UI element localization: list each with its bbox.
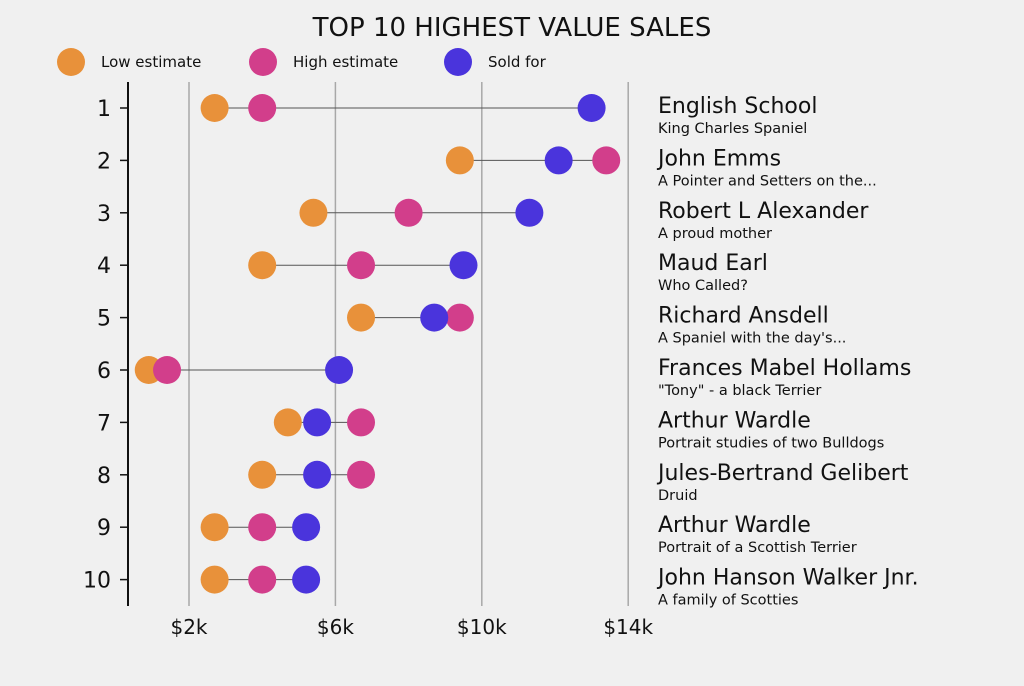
high-dot [445, 303, 474, 332]
sold-dot [449, 251, 478, 280]
artist-label: Maud Earl [658, 251, 768, 276]
high-dot [248, 94, 277, 122]
x-axis-ticks: $2k $6k $10k $14k [170, 615, 653, 639]
sold-dot [420, 303, 449, 332]
high-dot [394, 198, 423, 227]
artist-label: John Hanson Walker Jnr. [656, 566, 919, 591]
row-5: 5 Richard Ansdell A Spaniel with the day's… [97, 303, 846, 347]
chart-title: TOP 10 HIGHEST VALUE SALES [312, 13, 712, 43]
sold-dot [544, 146, 573, 175]
gridlines [188, 82, 629, 606]
row-7: 7 Arthur Wardle Portrait studies of two Bu… [97, 408, 884, 451]
high-dot [248, 565, 277, 594]
y-tick-label: 9 [97, 516, 111, 541]
legend-low-marker [57, 48, 85, 76]
low-dot [299, 198, 328, 227]
low-dot [445, 146, 474, 175]
x-tick-label: $10k [457, 615, 507, 639]
y-tick-label: 1 [97, 97, 111, 122]
high-dot [153, 356, 182, 384]
x-tick-label: $2k [170, 615, 207, 639]
artwork-title-label: Portrait of a Scottish Terrier [658, 540, 857, 556]
sold-dot [292, 513, 321, 542]
artist-label: John Emms [656, 146, 781, 171]
legend: Low estimate High estimate Sold for [57, 48, 547, 76]
row-2: 2 John Emms A Pointer and Setters on the..… [97, 146, 877, 189]
y-tick-label: 6 [97, 359, 111, 384]
row-3: 3 Robert L Alexander A proud mother [97, 198, 869, 242]
artist-label: Frances Mabel Hollams [658, 356, 911, 381]
chart-rows: 1 English School King Charles Spaniel 2 John… [83, 94, 919, 609]
artist-label: Arthur Wardle [658, 408, 811, 433]
high-dot [347, 251, 376, 280]
y-tick-label: 4 [97, 254, 111, 279]
artist-label: Jules-Bertrand Gelibert [656, 461, 909, 486]
low-dot [200, 565, 229, 594]
x-tick-label: $6k [317, 615, 354, 639]
high-dot [347, 408, 376, 437]
sold-dot [515, 198, 544, 227]
artwork-title-label: Portrait studies of two Bulldogs [658, 435, 884, 451]
low-dot [273, 408, 302, 437]
artwork-title-label: Druid [658, 488, 698, 504]
artwork-title-label: "Tony" - a black Terrier [658, 383, 821, 399]
artist-label: Robert L Alexander [658, 199, 869, 224]
artist-label: Arthur Wardle [658, 513, 811, 538]
high-dot [347, 460, 376, 489]
x-tick-label: $14k [603, 615, 653, 639]
legend-high-label: High estimate [293, 53, 398, 71]
high-dot [248, 513, 277, 542]
row-8: 8 Jules-Bertrand Gelibert Druid [97, 460, 909, 504]
legend-low-label: Low estimate [101, 53, 201, 71]
low-dot [347, 303, 376, 332]
low-dot [248, 460, 277, 489]
artwork-title-label: A family of Scotties [658, 593, 798, 609]
row-1: 1 English School King Charles Spaniel [97, 94, 817, 137]
artist-label: Richard Ansdell [658, 304, 829, 329]
y-tick-label: 2 [97, 149, 111, 174]
artwork-title-label: Who Called? [658, 278, 748, 294]
artwork-title-label: A Spaniel with the day's... [658, 331, 846, 347]
row-10: 10 John Hanson Walker Jnr. A family of Sco… [83, 565, 919, 609]
row-6: 6 Frances Mabel Hollams "Tony" - a black T… [97, 356, 911, 399]
y-tick-label: 5 [97, 307, 111, 332]
row-4: 4 Maud Earl Who Called? [97, 251, 768, 294]
sold-dot [325, 356, 354, 384]
row-9: 9 Arthur Wardle Portrait of a Scottish Ter… [97, 513, 857, 556]
y-tick-label: 8 [97, 464, 111, 489]
artwork-title-label: A Pointer and Setters on the... [658, 173, 877, 189]
artwork-title-label: King Charles Spaniel [658, 121, 807, 137]
high-dot [592, 146, 621, 175]
sold-dot [292, 565, 321, 594]
sold-dot [577, 94, 606, 122]
low-dot [200, 513, 229, 542]
low-dot [248, 251, 277, 280]
artist-label: English School [658, 94, 817, 119]
legend-sold-label: Sold for [488, 53, 547, 71]
y-tick-label: 7 [97, 411, 111, 436]
sold-dot [303, 460, 332, 489]
y-tick-label: 10 [83, 569, 111, 594]
legend-sold-marker [444, 48, 472, 76]
artwork-title-label: A proud mother [658, 226, 772, 242]
legend-high-marker [249, 48, 277, 76]
sold-dot [303, 408, 332, 437]
low-dot [200, 94, 229, 122]
y-tick-label: 3 [97, 202, 111, 227]
